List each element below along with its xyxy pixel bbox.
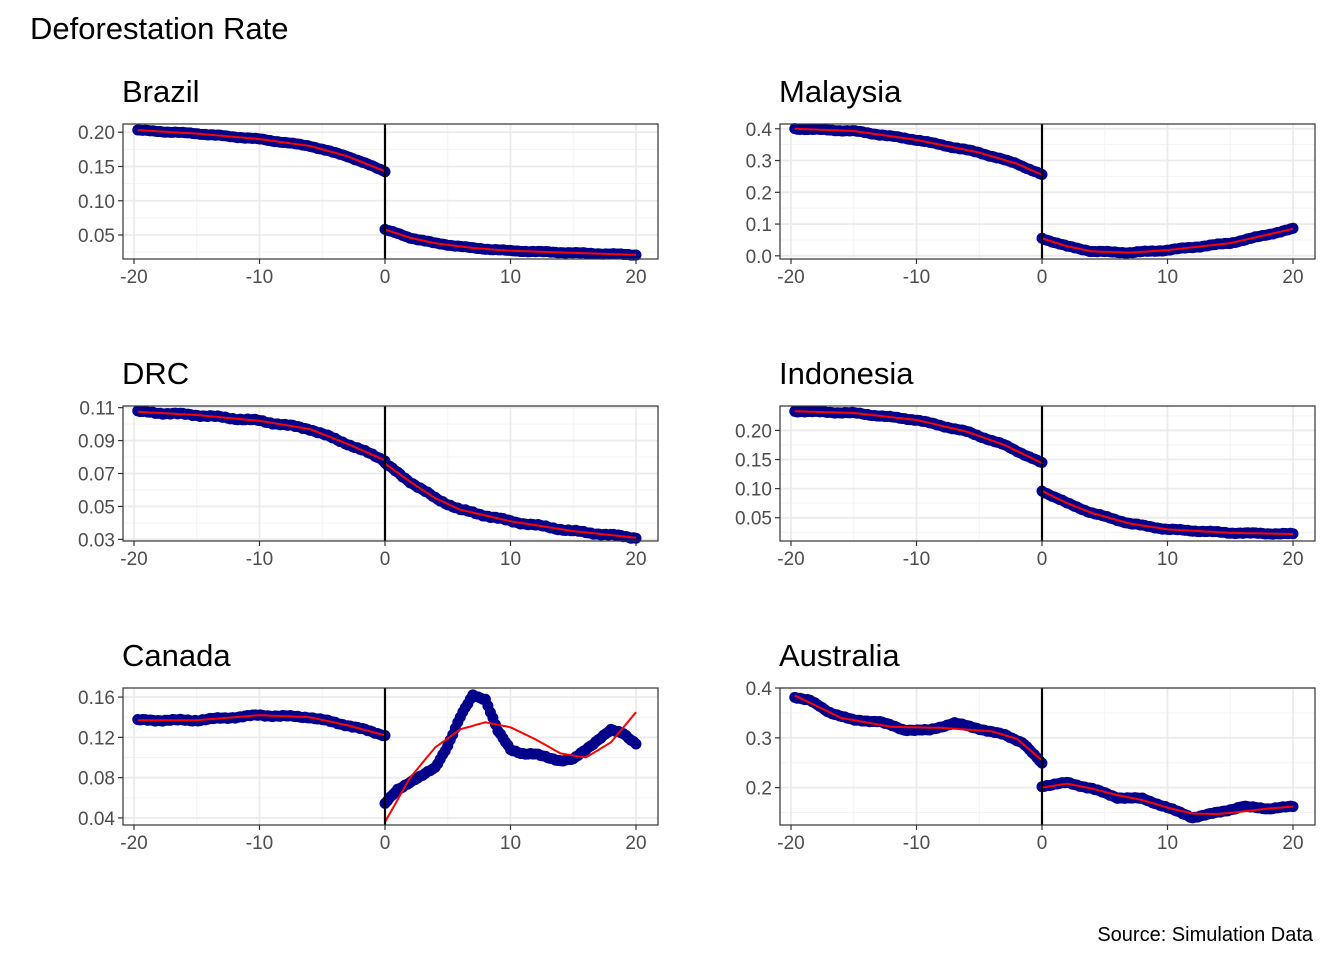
x-tick-label: 0: [1037, 549, 1048, 570]
data-points: [789, 405, 1299, 540]
fit-line-right: [1041, 782, 1294, 815]
fit-line-left: [137, 129, 386, 173]
x-tick-label: -10: [246, 267, 273, 288]
fit-line-left: [794, 410, 1043, 464]
panel-brazil: Brazil -20 -10 0 10 20 0.05 0.10 0.15 0.20: [78, 74, 659, 288]
x-tick-label: -10: [903, 549, 930, 570]
panel-border: [122, 687, 659, 826]
fit-line-left: [794, 127, 1043, 176]
data-point: [630, 738, 642, 750]
x-tick-label: 0: [380, 549, 391, 570]
x-tick-label: -20: [120, 267, 147, 288]
x-tick-label: 20: [625, 833, 646, 854]
x-tick-label: 20: [1282, 267, 1303, 288]
panel-title: Australia: [779, 638, 900, 673]
panel-indonesia: Indonesia -20 -10 0 10 20 0.05 0.10 0.15 0.20: [735, 356, 1316, 570]
y-tick-label: 0.07: [78, 465, 115, 486]
y-tick-label: 0.05: [735, 509, 772, 530]
y-tick-label: 0.10: [735, 480, 772, 501]
x-tick-label: -10: [903, 267, 930, 288]
y-tick-label: 0.04: [78, 809, 115, 830]
panels-grid: Brazil-20 -10 0 10 200.050.100.150.20Malaysi…: [78, 74, 1316, 854]
y-tick-label: 0.09: [78, 432, 115, 453]
y-tick-label: 0.2: [746, 183, 772, 204]
data-points: [789, 691, 1299, 824]
y-tick-label: 0.08: [78, 769, 115, 790]
y-tick-label: 0.15: [735, 451, 772, 472]
x-tick-label: 10: [1157, 833, 1178, 854]
panel-title: Canada: [122, 638, 231, 673]
y-tick-label: 0.1: [746, 215, 772, 236]
panel-title: DRC: [122, 356, 189, 391]
y-tick-label: 0.03: [78, 530, 115, 551]
fit-line-right: [384, 228, 637, 256]
panel-drc: DRC -20 -10 0 10 20 0.03 0.05 0.07 0.09 0.11: [78, 356, 659, 570]
data-point: [630, 249, 642, 261]
y-tick-label: 0.16: [78, 688, 115, 709]
panel-australia: Australia -20 -10 0 10 20 0.2 0.3 0.4: [746, 638, 1316, 854]
fit-line-left: [137, 410, 386, 462]
x-tick-label: 0: [380, 833, 391, 854]
data-points: [132, 689, 642, 809]
y-tick-label: 0.4: [746, 120, 773, 141]
x-tick-label: 20: [625, 549, 646, 570]
y-tick-label: 0.12: [78, 728, 115, 749]
y-tick-label: 0.20: [78, 123, 115, 144]
x-tick-label: 20: [1282, 549, 1303, 570]
x-tick-label: -20: [777, 549, 804, 570]
y-tick-label: 0.3: [746, 152, 772, 173]
x-tick-label: 10: [1157, 267, 1178, 288]
x-tick-label: -20: [777, 833, 804, 854]
x-tick-label: 10: [500, 833, 521, 854]
data-point: [1287, 222, 1299, 234]
panel-canada: Canada -20 -10 0 10 20 0.04 0.08 0.12 0.16: [78, 638, 659, 854]
fit-line-right: [1041, 490, 1293, 535]
fit-line-left: [137, 714, 386, 737]
x-tick-label: -20: [120, 549, 147, 570]
panel-border: [779, 123, 1316, 260]
figure-caption: Source: Simulation Data: [1097, 924, 1314, 946]
panel-border: [779, 687, 1316, 826]
fit-line-right: [384, 462, 637, 539]
panel-title: Brazil: [122, 74, 200, 109]
x-tick-label: 0: [1037, 833, 1048, 854]
x-tick-label: -10: [246, 549, 273, 570]
x-tick-label: -10: [246, 833, 273, 854]
x-tick-label: -10: [903, 833, 930, 854]
x-tick-label: -20: [120, 833, 147, 854]
x-tick-label: 10: [500, 549, 521, 570]
y-tick-label: 0.2: [746, 779, 772, 800]
y-tick-label: 0.05: [78, 497, 115, 518]
fit-line-right: [384, 711, 637, 823]
figure-title: Deforestation Rate: [30, 11, 288, 46]
x-tick-label: 0: [1037, 267, 1048, 288]
y-tick-label: 0.20: [735, 421, 772, 442]
y-tick-label: 0.3: [746, 729, 772, 750]
x-tick-label: 20: [1282, 833, 1303, 854]
y-tick-label: 0.4: [746, 679, 773, 700]
panel-border: [122, 405, 659, 542]
y-tick-label: 0.10: [78, 192, 115, 213]
fit-line-right: [1041, 227, 1294, 254]
y-tick-label: 0.05: [78, 226, 115, 247]
panel-border: [122, 123, 659, 260]
fit-line-left: [794, 694, 1043, 761]
panel-title: Malaysia: [779, 74, 902, 109]
x-tick-label: 10: [500, 267, 521, 288]
y-tick-label: 0.11: [79, 399, 115, 420]
x-tick-label: 0: [380, 267, 391, 288]
data-points: [132, 124, 642, 261]
panel-title: Indonesia: [779, 356, 914, 391]
y-tick-label: 0.15: [78, 157, 115, 178]
panel-border: [779, 405, 1316, 542]
panel-malaysia: Malaysia -20 -10 0 10 20 0.0 0.1 0.2 0.3 0.4: [746, 74, 1316, 288]
y-tick-label: 0.0: [746, 247, 772, 268]
x-tick-label: 20: [625, 267, 646, 288]
x-tick-label: -20: [777, 267, 804, 288]
x-tick-label: 10: [1157, 549, 1178, 570]
